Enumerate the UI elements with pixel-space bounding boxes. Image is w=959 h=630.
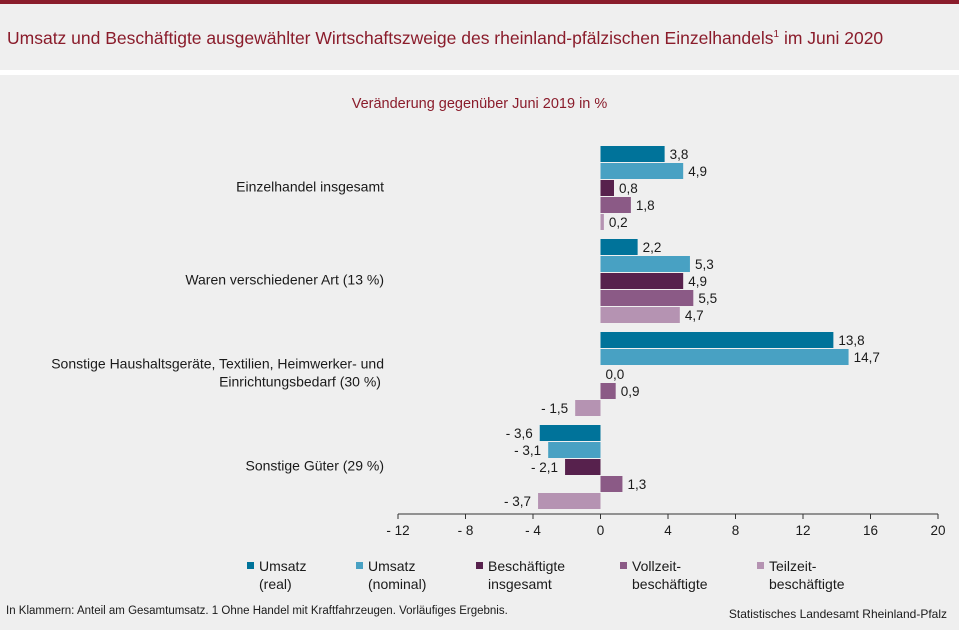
bar bbox=[600, 180, 614, 196]
data-label: 5,3 bbox=[695, 257, 714, 272]
chart-title-text: Umsatz und Beschäftigte ausgewählter Wir… bbox=[7, 28, 774, 48]
chart-title-suffix: im Juni 2020 bbox=[779, 28, 884, 48]
x-tick-label: 0 bbox=[597, 523, 605, 538]
legend-item: Beschäftigte insgesamt bbox=[476, 557, 565, 593]
bar bbox=[600, 163, 684, 179]
data-label: 4,9 bbox=[688, 274, 707, 289]
bar bbox=[538, 493, 601, 509]
legend-swatch bbox=[757, 562, 764, 569]
legend-swatch bbox=[620, 562, 627, 569]
data-label: 3,8 bbox=[670, 147, 689, 162]
data-label: 0,0 bbox=[606, 367, 625, 382]
bar bbox=[600, 349, 849, 365]
x-tick-label: - 4 bbox=[525, 523, 541, 538]
legend-label: Umsatz (nominal) bbox=[368, 558, 427, 592]
legend-swatch bbox=[476, 562, 483, 569]
legend-item: Teilzeit- beschäftigte bbox=[757, 557, 845, 593]
data-label: - 2,1 bbox=[531, 460, 558, 475]
x-tick-label: 20 bbox=[930, 523, 945, 538]
legend: Umsatz (real) Umsatz (nominal) Beschäftigt… bbox=[0, 557, 959, 597]
x-tick-label: - 12 bbox=[386, 523, 409, 538]
category-label: Sonstige Güter (29 %) bbox=[245, 458, 384, 474]
bar bbox=[600, 239, 638, 255]
data-label: - 3,7 bbox=[504, 494, 531, 509]
data-label: - 3,6 bbox=[506, 426, 533, 441]
legend-label: Beschäftigte insgesamt bbox=[488, 558, 566, 592]
data-label: 4,9 bbox=[688, 164, 707, 179]
bar bbox=[600, 332, 834, 348]
chart-title-footnote-mark: 1 bbox=[773, 29, 780, 40]
legend-swatch bbox=[247, 562, 254, 569]
legend-item: Umsatz (real) bbox=[247, 557, 306, 593]
bar bbox=[600, 383, 616, 399]
bar bbox=[539, 425, 601, 441]
bar bbox=[600, 290, 694, 306]
legend-label: Teilzeit- beschäftigte bbox=[769, 558, 845, 592]
source-credit: Statistisches Landesamt Rheinland-Pfalz bbox=[728, 607, 947, 621]
category-label: Einrichtungsbedarf (30 %) bbox=[219, 374, 381, 390]
chart-subtitle: Veränderung gegenüber Juni 2019 in % bbox=[351, 96, 608, 112]
legend-item: Vollzeit- beschäftigte bbox=[620, 557, 708, 593]
x-tick-label: - 8 bbox=[458, 523, 474, 538]
legend-item: Umsatz (nominal) bbox=[356, 557, 426, 593]
data-label: 2,2 bbox=[643, 240, 662, 255]
data-label: 13,8 bbox=[838, 333, 864, 348]
bar bbox=[600, 214, 604, 230]
legend-swatch bbox=[356, 562, 363, 569]
bar bbox=[600, 307, 680, 323]
bar bbox=[565, 459, 601, 475]
data-label: 0,2 bbox=[609, 215, 628, 230]
data-label: 1,8 bbox=[636, 198, 655, 213]
x-tick-label: 12 bbox=[795, 523, 810, 538]
bar bbox=[600, 256, 690, 272]
data-label: 5,5 bbox=[698, 291, 717, 306]
bar bbox=[600, 146, 665, 162]
data-label: 1,3 bbox=[627, 477, 646, 492]
x-tick-label: 4 bbox=[664, 523, 672, 538]
bar bbox=[600, 197, 631, 213]
bar bbox=[548, 442, 601, 458]
data-label: - 1,5 bbox=[541, 401, 568, 416]
title-bar: Umsatz und Beschäftigte ausgewählter Wir… bbox=[0, 4, 959, 75]
category-label: Einzelhandel insgesamt bbox=[236, 179, 384, 195]
data-label: 0,9 bbox=[621, 384, 640, 399]
bar bbox=[600, 476, 623, 492]
data-label: 4,7 bbox=[685, 308, 704, 323]
footnote: In Klammern: Anteil am Gesamtumsatz. 1 O… bbox=[6, 605, 508, 617]
category-label: Waren verschiedener Art (13 %) bbox=[185, 272, 384, 288]
chart-title: Umsatz und Beschäftigte ausgewählter Wir… bbox=[7, 28, 883, 49]
data-label: 0,8 bbox=[619, 181, 638, 196]
bar bbox=[600, 273, 684, 289]
top-accent-line bbox=[0, 0, 959, 4]
data-label: 14,7 bbox=[854, 350, 880, 365]
x-tick-label: 16 bbox=[863, 523, 878, 538]
category-label: Sonstige Haushaltsgeräte, Textilien, Hei… bbox=[51, 356, 384, 372]
x-tick-label: 8 bbox=[732, 523, 740, 538]
bar bbox=[575, 400, 601, 416]
legend-label: Vollzeit- beschäftigte bbox=[632, 558, 708, 592]
legend-label: Umsatz (real) bbox=[259, 558, 307, 592]
data-label: - 3,1 bbox=[514, 443, 541, 458]
